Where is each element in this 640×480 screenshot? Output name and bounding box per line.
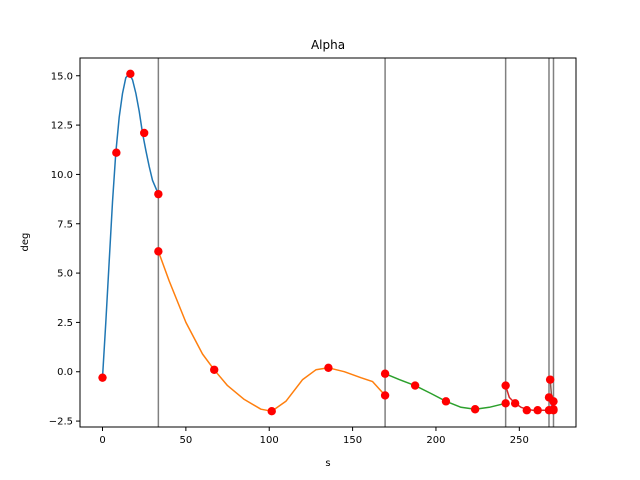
x-tick-label: 150 [343, 435, 362, 446]
marker-16 [510, 399, 520, 408]
x-tick-label: 0 [99, 435, 105, 446]
y-tick-label: 10.0 [51, 170, 73, 181]
axes-frame [79, 57, 577, 428]
marker-24 [549, 405, 558, 414]
y-axis-ticks: −2.5 0.0 2.5 5.0 7.5 10.0 12.5 15.0 [49, 71, 80, 428]
marker-11 [410, 381, 420, 390]
x-axis-ticks: 0 50 100 150 200 250 [99, 427, 529, 446]
marker-12 [441, 397, 451, 406]
marker-4 [154, 189, 163, 199]
y-tick-label: 2.5 [57, 318, 73, 329]
marker-10 [380, 369, 390, 378]
marker-8 [324, 363, 333, 373]
marker-15 [501, 381, 510, 390]
marker-14 [501, 399, 510, 408]
y-tick-label: 0.0 [57, 367, 73, 378]
y-tick-label: 15.0 [51, 71, 73, 82]
marker-2 [126, 69, 135, 78]
x-tick-label: 50 [180, 435, 193, 446]
x-tick-label: 250 [510, 435, 529, 446]
marker-0 [98, 373, 107, 382]
marker-17 [522, 406, 532, 415]
x-tick-label: 100 [260, 435, 279, 446]
marker-18 [533, 406, 542, 415]
x-axis-label: s [325, 458, 330, 469]
y-axis-label: deg [20, 233, 31, 252]
marker-6 [210, 365, 219, 374]
axes [79, 57, 577, 428]
y-tick-label: 5.0 [57, 269, 73, 280]
y-tick-label: 12.5 [51, 121, 73, 132]
vertical-lines [157, 58, 555, 427]
marker-9 [380, 391, 390, 400]
y-tick-label: −2.5 [49, 417, 73, 428]
x-tick-label: 200 [426, 435, 445, 446]
marker-7 [267, 407, 276, 416]
marker-21 [549, 397, 558, 406]
marker-3 [139, 128, 149, 138]
marker-1 [112, 148, 121, 157]
marker-13 [470, 405, 480, 414]
y-tick-label: 7.5 [57, 219, 73, 230]
chart-title: Alpha [311, 38, 345, 52]
marker-5 [154, 247, 163, 256]
marker-23 [545, 375, 555, 384]
data-markers [98, 69, 558, 416]
